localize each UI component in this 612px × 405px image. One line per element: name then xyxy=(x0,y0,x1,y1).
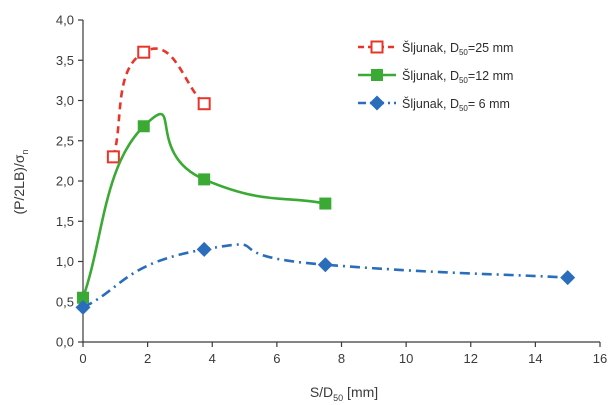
x-tick-label: 12 xyxy=(464,351,478,366)
data-point xyxy=(137,120,150,133)
data-point xyxy=(319,197,332,210)
series-line xyxy=(112,47,206,158)
legend-label-subscript: 50 xyxy=(459,76,468,85)
legend-label-rest: = 6 mm xyxy=(468,97,510,111)
data-point xyxy=(75,299,91,315)
legend-item: Šljunak, D50=12 mm xyxy=(358,68,513,85)
legend-label-main: Šljunak, D xyxy=(402,68,459,83)
y-tick-label: 1,5 xyxy=(56,214,74,229)
x-tick-label: 14 xyxy=(528,351,542,366)
y-tick-label: 0,5 xyxy=(56,294,74,309)
data-point xyxy=(77,291,89,304)
x-tick-label: 10 xyxy=(399,351,413,366)
legend-label: Šljunak, D50=12 mm xyxy=(402,68,513,85)
x-tick-label: 4 xyxy=(209,351,216,366)
y-tick-label: 0,0 xyxy=(56,335,74,350)
legend-item: Šljunak, D50=25 mm xyxy=(358,40,513,57)
legend-label-rest: =25 mm xyxy=(468,41,514,55)
x-tick-label: 16 xyxy=(593,351,607,366)
legend-label: Šljunak, D50= 6 mm xyxy=(402,96,510,113)
x-tick-label: 0 xyxy=(79,351,86,366)
y-tick-label: 2,5 xyxy=(56,133,74,148)
y-tick-label: 1,0 xyxy=(56,254,74,269)
data-point xyxy=(560,270,576,286)
y-tick-label: 4,0 xyxy=(56,13,74,28)
data-point xyxy=(371,69,383,81)
y-tick-label: 2,0 xyxy=(56,174,74,189)
legend-label-main: Šljunak, D xyxy=(402,40,459,55)
series-line xyxy=(81,112,326,299)
legend-label-subscript: 50 xyxy=(459,48,468,57)
y-axis: 0,0 0,5 1,0 1,5 2,0 2,5 3,0 3,5 4,0 xyxy=(56,13,84,350)
series-3 xyxy=(75,241,576,315)
data-point xyxy=(106,150,120,164)
series-layer xyxy=(75,45,576,315)
x-tick-label: 6 xyxy=(273,351,280,366)
data-point xyxy=(198,173,211,186)
data-point xyxy=(197,97,211,111)
legend-label-main: Šljunak, D xyxy=(402,96,459,111)
data-point xyxy=(196,241,212,257)
data-point xyxy=(317,257,333,273)
legend-label-rest: =12 mm xyxy=(468,69,514,83)
legend-label: Šljunak, D50=25 mm xyxy=(402,40,513,57)
series-2 xyxy=(77,112,332,304)
data-point xyxy=(369,95,385,111)
legend-label-subscript: 50 xyxy=(459,104,468,113)
legend-item: Šljunak, D50= 6 mm xyxy=(358,95,510,113)
x-axis-title: S/D50 [mm] xyxy=(310,384,378,403)
x-tick-label: 8 xyxy=(338,351,345,366)
data-point xyxy=(370,40,384,54)
series-1 xyxy=(106,45,211,164)
data-point xyxy=(137,45,151,59)
x-tick-label: 2 xyxy=(144,351,151,366)
x-axis: 0 2 4 6 8 10 12 14 16 xyxy=(79,341,607,366)
series-line xyxy=(82,243,568,309)
y-tick-label: 3,5 xyxy=(56,53,74,68)
y-tick-label: 3,0 xyxy=(56,93,74,108)
y-axis-title: (P/2LB)/σn xyxy=(11,149,30,214)
